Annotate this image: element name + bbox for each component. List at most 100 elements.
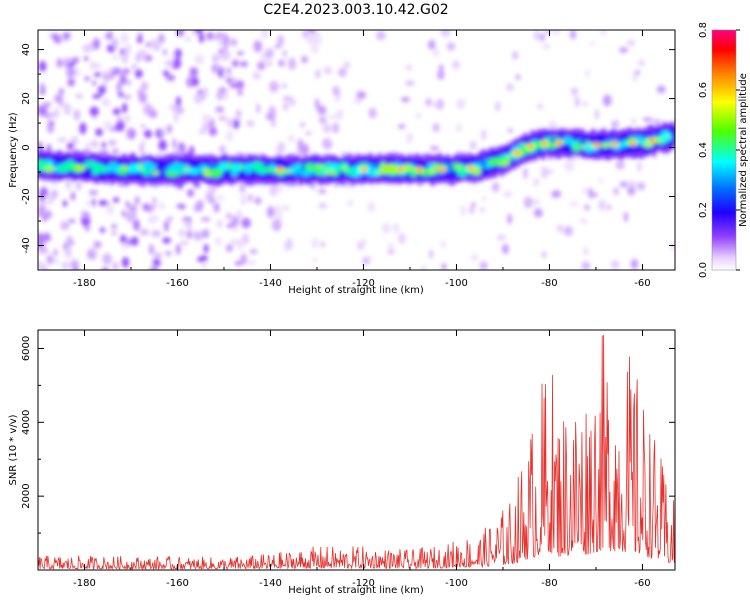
x-tick-label: -60 (634, 278, 650, 289)
ridge-core (83, 160, 98, 168)
ridge-mid (671, 126, 675, 144)
noise-speck (50, 33, 60, 39)
noise-speck (81, 211, 91, 219)
noise-speck (176, 203, 183, 209)
noise-speck (630, 258, 639, 270)
ridge-core (91, 167, 100, 175)
noise-speck (247, 193, 253, 203)
y-tick-label: -40 (21, 237, 32, 253)
noise-speck (237, 239, 244, 251)
colorbar-tick-label: 0.0 (698, 262, 709, 278)
noise-speck (311, 258, 317, 263)
noise-speck (282, 101, 289, 112)
snr-y-axis-label: SNR (10 * v/v) (8, 414, 19, 485)
noise-speck (152, 258, 161, 267)
ridge-peak (398, 167, 403, 172)
noise-speck (246, 119, 255, 127)
noise-speck (203, 243, 209, 254)
noise-speck (112, 67, 122, 75)
noise-speck (229, 82, 237, 89)
noise-speck (420, 264, 427, 270)
noise-speck (252, 72, 261, 80)
ridge-peak (468, 166, 473, 170)
noise-speck (456, 98, 466, 110)
noise-speck (44, 210, 53, 219)
noise-speck (68, 218, 76, 224)
noise-speck (365, 259, 371, 265)
noise-speck (613, 187, 619, 196)
noise-speck (232, 59, 239, 68)
noise-speck (165, 250, 172, 257)
noise-speck (282, 49, 287, 58)
noise-speck (615, 160, 625, 170)
ridge-core (250, 161, 264, 171)
noise-speck (636, 181, 646, 191)
noise-speck (93, 241, 102, 249)
ridge-core (141, 161, 154, 171)
noise-speck (101, 98, 111, 107)
noise-speck (569, 201, 579, 207)
noise-speck (106, 204, 115, 215)
y-tick-label: -20 (21, 188, 32, 204)
ridge-core (369, 170, 379, 176)
noise-speck (246, 260, 257, 266)
x-tick-label: -140 (259, 278, 282, 289)
noise-speck (42, 101, 52, 108)
noise-speck (441, 263, 447, 270)
noise-speck (376, 31, 386, 41)
noise-speck (235, 80, 245, 89)
ridge-core (105, 166, 115, 173)
noise-speck (216, 220, 223, 228)
noise-speck (563, 226, 574, 237)
noise-speck (405, 80, 415, 86)
noise-speck (207, 186, 217, 194)
noise-speck (140, 124, 146, 129)
ridge-peak (514, 150, 519, 155)
noise-speck (598, 178, 604, 184)
noise-speck (318, 202, 328, 209)
noise-speck (167, 215, 173, 223)
noise-speck (189, 66, 199, 77)
noise-speck (471, 202, 476, 208)
x-tick-label: -80 (541, 578, 557, 589)
noise-speck (551, 190, 562, 199)
noise-speck (200, 217, 211, 222)
noise-speck (182, 220, 190, 226)
ridge-core (384, 163, 398, 172)
noise-speck (338, 67, 347, 78)
noise-speck (533, 208, 543, 218)
ridge-core (300, 170, 313, 176)
snr-background (38, 330, 675, 570)
noise-speck (58, 88, 65, 95)
noise-speck (206, 31, 213, 41)
noise-speck (225, 77, 233, 84)
noise-speck (112, 261, 119, 270)
noise-speck (405, 65, 412, 71)
noise-speck (84, 76, 90, 81)
noise-speck (398, 124, 406, 130)
spectrogram-panel: -180 -160 -140 -120 -100 -80 -60 -40 -20 0 20 40 H… (8, 29, 676, 296)
noise-speck (594, 108, 600, 121)
noise-speck (635, 70, 641, 75)
noise-speck (60, 220, 70, 231)
noise-speck (619, 181, 628, 188)
noise-speck (130, 236, 139, 246)
noise-speck (220, 51, 227, 62)
noise-speck (133, 219, 140, 231)
noise-speck (233, 226, 238, 232)
noise-speck (534, 30, 540, 41)
noise-speck (179, 240, 189, 246)
noise-speck (85, 201, 92, 206)
ridge-core (488, 157, 503, 164)
noise-speck (116, 82, 122, 94)
noise-speck (332, 122, 340, 134)
noise-speck (151, 230, 162, 238)
x-tick-label: -80 (541, 278, 557, 289)
noise-speck (65, 178, 72, 190)
noise-speck (255, 103, 261, 114)
noise-speck (240, 193, 247, 206)
noise-speck (299, 143, 310, 156)
noise-speck (356, 90, 367, 100)
noise-speck (276, 211, 283, 222)
noise-speck (507, 213, 513, 225)
